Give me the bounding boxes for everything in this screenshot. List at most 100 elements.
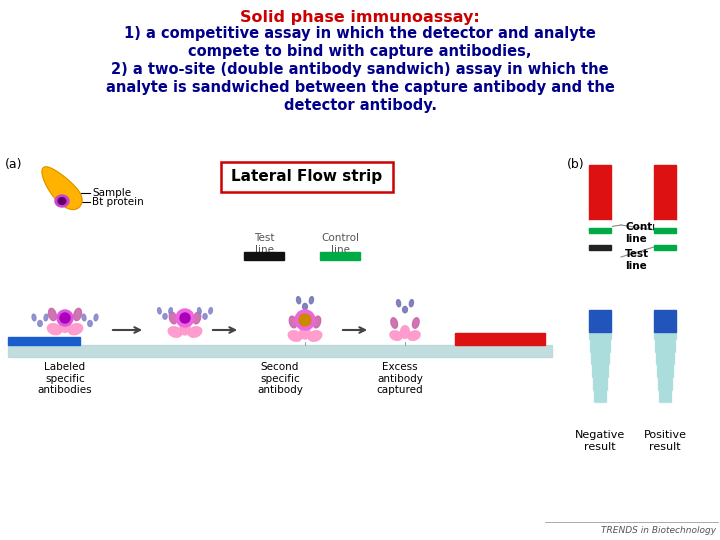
Ellipse shape	[158, 308, 161, 314]
Bar	[594, 392, 606, 393]
Bar	[654, 342, 675, 343]
Bar	[593, 383, 607, 384]
Bar	[589, 310, 611, 332]
Bar	[657, 377, 672, 378]
Circle shape	[59, 198, 65, 204]
Bar	[656, 356, 674, 357]
Bar	[659, 392, 671, 393]
Bar	[589, 333, 611, 334]
Bar	[593, 387, 607, 388]
Bar	[593, 391, 606, 392]
Bar	[589, 245, 611, 250]
Bar	[654, 310, 676, 332]
Text: Test
line: Test line	[253, 233, 274, 254]
Bar	[593, 389, 606, 390]
Bar	[658, 380, 672, 381]
Bar	[655, 350, 675, 351]
Bar	[590, 338, 611, 339]
Ellipse shape	[44, 314, 48, 321]
Bar	[591, 357, 609, 358]
Bar	[593, 379, 607, 380]
Bar	[593, 378, 608, 379]
Bar	[656, 357, 674, 358]
Text: compete to bind with capture antibodies,: compete to bind with capture antibodies,	[188, 44, 532, 59]
Text: Solid phase immunoassay:: Solid phase immunoassay:	[240, 10, 480, 25]
Bar	[8, 345, 552, 357]
Bar	[658, 388, 672, 389]
Bar	[591, 355, 609, 356]
Polygon shape	[42, 167, 82, 210]
Bar	[590, 351, 610, 352]
Bar	[657, 370, 673, 371]
Bar	[655, 346, 675, 347]
Bar	[658, 387, 672, 388]
Bar	[592, 368, 608, 369]
Ellipse shape	[168, 308, 172, 314]
Bar	[593, 382, 607, 383]
Bar	[594, 395, 606, 396]
Ellipse shape	[169, 312, 176, 324]
Bar	[657, 374, 672, 375]
Text: 2) a two-site (double antibody sandwich) assay in which the: 2) a two-site (double antibody sandwich)…	[111, 62, 609, 77]
Bar	[593, 388, 606, 389]
Bar	[593, 374, 608, 375]
Ellipse shape	[193, 312, 201, 324]
Bar	[654, 334, 676, 335]
Bar	[592, 369, 608, 370]
Ellipse shape	[413, 318, 419, 328]
Bar	[590, 343, 610, 344]
Ellipse shape	[168, 327, 181, 338]
Ellipse shape	[203, 314, 207, 319]
Bar	[657, 367, 673, 368]
Text: TRENDS in Biotechnology: TRENDS in Biotechnology	[601, 526, 716, 535]
Bar	[590, 349, 610, 350]
Ellipse shape	[82, 314, 86, 321]
Bar	[657, 371, 673, 372]
Bar	[593, 377, 608, 378]
Bar	[659, 394, 671, 395]
Bar	[656, 354, 674, 355]
Bar	[591, 363, 608, 364]
Ellipse shape	[55, 195, 69, 207]
Bar	[590, 339, 611, 340]
Bar	[654, 341, 675, 342]
Bar	[592, 372, 608, 373]
Ellipse shape	[68, 323, 83, 335]
Bar	[590, 347, 610, 348]
Text: Test
line: Test line	[625, 249, 649, 271]
Text: Bt protein: Bt protein	[92, 197, 144, 207]
Bar	[590, 345, 610, 346]
Text: Excess
antibody
captured: Excess antibody captured	[377, 362, 423, 395]
Bar	[656, 352, 675, 353]
Bar	[593, 381, 607, 382]
Bar	[654, 332, 676, 333]
Bar	[655, 348, 675, 349]
Text: Control
line: Control line	[625, 222, 668, 244]
Text: Positive
result: Positive result	[644, 430, 686, 451]
Bar	[591, 362, 608, 363]
Bar	[660, 398, 671, 399]
Bar	[658, 381, 672, 382]
Circle shape	[60, 313, 70, 323]
Circle shape	[299, 314, 311, 326]
Ellipse shape	[297, 296, 301, 304]
Bar	[657, 366, 673, 367]
Ellipse shape	[163, 314, 167, 319]
Bar	[657, 375, 672, 376]
Ellipse shape	[60, 318, 71, 332]
Bar	[590, 353, 609, 354]
Text: Control
line: Control line	[321, 233, 359, 254]
Bar	[654, 339, 675, 340]
Bar	[655, 347, 675, 348]
Bar	[657, 372, 673, 373]
Bar	[656, 361, 674, 362]
Bar	[656, 353, 675, 354]
Bar	[655, 345, 675, 346]
Bar	[654, 220, 676, 310]
Bar	[593, 380, 607, 381]
Bar	[590, 350, 610, 351]
Text: Negative
result: Negative result	[575, 430, 625, 451]
Bar	[657, 368, 673, 369]
FancyBboxPatch shape	[221, 162, 393, 192]
Bar	[657, 363, 674, 364]
